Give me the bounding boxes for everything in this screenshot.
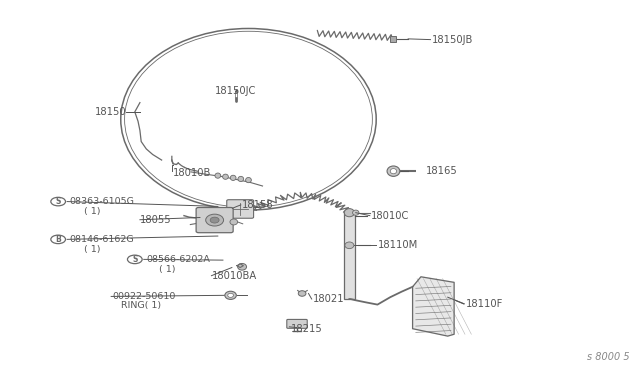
Text: 18110F: 18110F — [466, 299, 503, 309]
Ellipse shape — [390, 169, 397, 174]
Ellipse shape — [353, 210, 359, 215]
Text: 18110M: 18110M — [378, 240, 418, 250]
Text: S: S — [132, 255, 138, 264]
Polygon shape — [413, 277, 454, 336]
Ellipse shape — [210, 217, 219, 223]
Text: 18010BA: 18010BA — [211, 271, 257, 281]
Text: 18215: 18215 — [291, 324, 323, 334]
Ellipse shape — [344, 209, 355, 217]
Text: 08363-6105G: 08363-6105G — [70, 197, 134, 206]
Ellipse shape — [225, 291, 236, 299]
Text: ( 1): ( 1) — [84, 244, 100, 253]
Text: 18150: 18150 — [95, 107, 127, 117]
Text: 18150JB: 18150JB — [432, 35, 473, 45]
Ellipse shape — [230, 175, 236, 180]
Text: B: B — [55, 235, 61, 244]
Text: 18158: 18158 — [242, 200, 274, 210]
Text: RING( 1): RING( 1) — [122, 301, 161, 310]
Text: ( 1): ( 1) — [84, 207, 100, 216]
Ellipse shape — [205, 214, 223, 226]
Ellipse shape — [246, 177, 252, 183]
FancyBboxPatch shape — [344, 212, 355, 299]
Ellipse shape — [223, 174, 228, 179]
Text: 18021: 18021 — [313, 294, 344, 304]
FancyBboxPatch shape — [287, 320, 307, 328]
Text: 18055: 18055 — [140, 215, 172, 225]
Ellipse shape — [237, 263, 246, 270]
Text: ( 1): ( 1) — [159, 264, 175, 273]
FancyBboxPatch shape — [227, 200, 253, 218]
Ellipse shape — [298, 291, 306, 296]
Text: 18010C: 18010C — [371, 211, 410, 221]
Text: 00922-50610: 00922-50610 — [113, 292, 176, 301]
Ellipse shape — [238, 176, 244, 182]
Ellipse shape — [215, 173, 221, 178]
Ellipse shape — [228, 293, 234, 297]
Text: 18165: 18165 — [426, 166, 458, 176]
Text: 18010B: 18010B — [173, 168, 211, 178]
Ellipse shape — [387, 166, 400, 176]
Text: S: S — [56, 197, 61, 206]
Ellipse shape — [345, 242, 354, 248]
Text: 08566-6202A: 08566-6202A — [147, 255, 210, 264]
Ellipse shape — [230, 219, 237, 225]
Text: 08146-6162G: 08146-6162G — [70, 235, 134, 244]
Text: 18150JC: 18150JC — [214, 87, 256, 96]
Text: s 8000 5: s 8000 5 — [587, 352, 630, 362]
FancyBboxPatch shape — [196, 208, 233, 233]
